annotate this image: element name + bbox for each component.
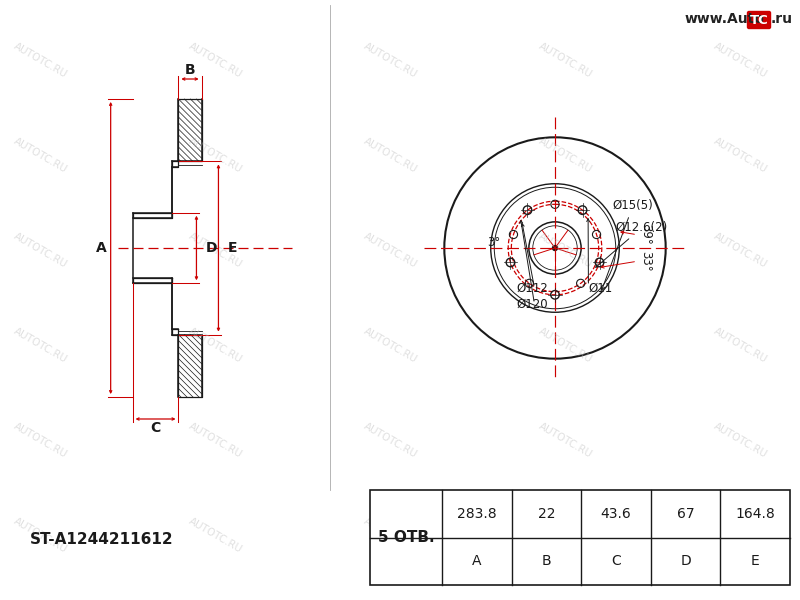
Text: 43.6: 43.6 [601, 507, 631, 521]
Text: Ø15(5): Ø15(5) [602, 199, 654, 290]
Text: AUTOTC.RU: AUTOTC.RU [537, 515, 594, 554]
Text: www.Auto: www.Auto [685, 12, 765, 26]
Text: C: C [150, 421, 161, 435]
Text: 67: 67 [677, 507, 694, 521]
Text: 22: 22 [538, 507, 555, 521]
Text: Ø120: Ø120 [517, 298, 548, 310]
Text: ST-A1244211612: ST-A1244211612 [30, 533, 174, 547]
Text: AUTOTC.RU: AUTOTC.RU [711, 421, 769, 460]
Text: AUTOTC.RU: AUTOTC.RU [186, 515, 243, 554]
Text: AUTOTC.RU: AUTOTC.RU [11, 136, 69, 175]
Text: AUTOTC.RU: AUTOTC.RU [11, 230, 69, 269]
Text: TC: TC [750, 14, 768, 27]
Text: AUTOTC.RU: AUTOTC.RU [11, 421, 69, 460]
Text: AUTOTC.RU: AUTOTC.RU [11, 515, 69, 554]
Text: AUTOTC.RU: AUTOTC.RU [362, 136, 418, 175]
Text: AUTOTC.RU: AUTOTC.RU [362, 230, 418, 269]
Bar [370, 490, 790, 585]
Text: AUTOTC.RU: AUTOTC.RU [362, 515, 418, 554]
Text: AUTOTC.RU: AUTOTC.RU [537, 230, 594, 269]
Text: AUTOTC.RU: AUTOTC.RU [186, 41, 243, 79]
Text: E: E [227, 241, 237, 255]
Text: E: E [751, 554, 759, 568]
Text: 5 ОТВ.: 5 ОТВ. [378, 530, 434, 545]
Text: 164.8: 164.8 [735, 507, 775, 521]
Text: AUTOTC.RU: AUTOTC.RU [711, 41, 769, 79]
Text: AUTOTC.RU: AUTOTC.RU [537, 421, 594, 460]
Text: AUTOTC.RU: AUTOTC.RU [362, 421, 418, 460]
Text: AUTOTC.RU: AUTOTC.RU [711, 230, 769, 269]
Text: AUTOTC.RU: AUTOTC.RU [186, 421, 243, 460]
Text: 33°: 33° [639, 251, 652, 272]
Text: AUTOTC.RU: AUTOTC.RU [711, 515, 769, 554]
Text: AUTOTC.RU: AUTOTC.RU [711, 136, 769, 175]
Text: .ru: .ru [771, 12, 793, 26]
Text: 283.8: 283.8 [457, 507, 497, 521]
Text: AUTOTC.RU: AUTOTC.RU [362, 326, 418, 364]
Text: D: D [206, 241, 217, 255]
Text: AUTOTC.RU: AUTOTC.RU [537, 41, 594, 79]
Text: AUTOTC.RU: AUTOTC.RU [537, 136, 594, 175]
Text: B: B [542, 554, 551, 568]
Text: AUTOTC.RU: AUTOTC.RU [537, 326, 594, 364]
Text: AUTOTC.RU: AUTOTC.RU [11, 326, 69, 364]
Text: AUTOTC.RU: AUTOTC.RU [186, 326, 243, 364]
Text: 3°: 3° [487, 236, 500, 250]
Circle shape [553, 245, 558, 251]
Text: AUTOTC.RU: AUTOTC.RU [362, 41, 418, 79]
Text: 39°: 39° [639, 224, 652, 245]
Text: AUTOTC.RU: AUTOTC.RU [11, 41, 69, 79]
Text: Ø112: Ø112 [517, 281, 548, 295]
Text: AUTOTC.RU: AUTOTC.RU [711, 326, 769, 364]
Text: B: B [185, 63, 195, 77]
Text: Ø11: Ø11 [589, 281, 613, 295]
Text: Ø12.6(2): Ø12.6(2) [596, 221, 668, 268]
Text: A: A [472, 554, 482, 568]
Text: AUTOTC.RU: AUTOTC.RU [186, 136, 243, 175]
Text: D: D [680, 554, 691, 568]
Text: C: C [611, 554, 621, 568]
Text: AUTOTC.RU: AUTOTC.RU [186, 230, 243, 269]
Text: A: A [96, 241, 107, 255]
FancyBboxPatch shape [747, 11, 770, 28]
